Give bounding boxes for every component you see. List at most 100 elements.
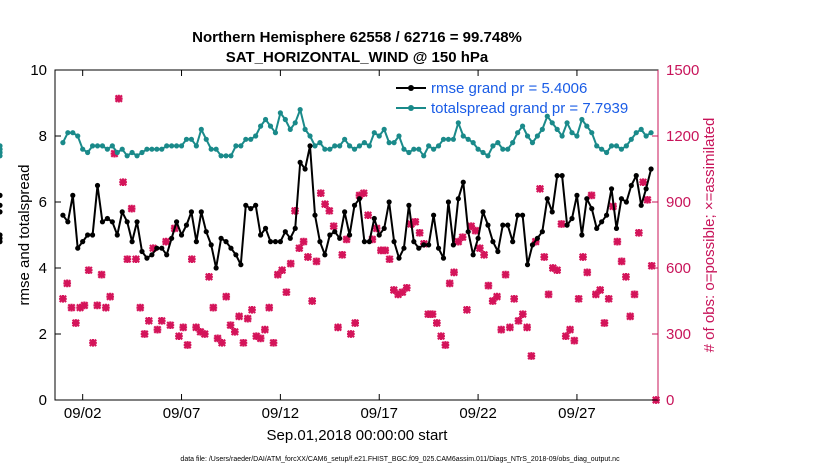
totalspread-point xyxy=(386,140,392,146)
totalspread-point xyxy=(183,136,190,142)
totalspread-point xyxy=(188,136,195,142)
rmse-point xyxy=(440,255,447,261)
totalspread-point xyxy=(297,107,303,113)
rmse-point xyxy=(401,245,407,251)
rmse-point xyxy=(346,232,353,238)
obs-mark xyxy=(591,290,600,299)
totalspread-point xyxy=(258,123,264,129)
rmse-point xyxy=(89,232,96,238)
rmse-point xyxy=(129,239,135,245)
y2-tick-label: 1500 xyxy=(666,62,699,79)
totalspread-point xyxy=(89,143,96,149)
rmse-point xyxy=(124,219,130,225)
obs-mark xyxy=(411,217,420,226)
obs-mark xyxy=(471,226,480,235)
rmse-point xyxy=(411,239,417,245)
rmse-point xyxy=(60,212,66,218)
legend-spread-marker xyxy=(408,105,414,111)
obs-mark xyxy=(441,341,450,349)
obs-mark xyxy=(497,325,506,334)
x-tick-label: 09/07 xyxy=(163,405,201,422)
rmse-point xyxy=(262,225,269,231)
obs-mark xyxy=(239,338,248,347)
rmse-point xyxy=(366,239,372,245)
obs-mark xyxy=(97,270,106,279)
rmse-point xyxy=(564,222,570,228)
x-axis-label: Sep.01,2018 00:00:00 start xyxy=(267,427,449,444)
rmse-point xyxy=(569,215,575,222)
obs-mark xyxy=(402,283,411,292)
obs-mark xyxy=(600,319,609,327)
obs-mark xyxy=(144,316,153,325)
rmse-point xyxy=(267,239,274,245)
obs-mark xyxy=(299,237,308,246)
y-tick-label: 4 xyxy=(39,260,47,277)
obs-mark xyxy=(321,200,330,209)
obs-mark xyxy=(101,303,110,312)
rmse-point xyxy=(500,222,506,228)
rmse-point xyxy=(475,235,481,241)
totalspread-point xyxy=(416,146,422,152)
totalspread-point xyxy=(178,143,185,149)
rmse-point xyxy=(361,239,368,245)
rmse-point xyxy=(490,239,496,245)
obs-mark xyxy=(376,246,385,255)
totalspread-point xyxy=(154,146,160,152)
y-axis-label: rmse and totalspread xyxy=(16,165,33,306)
totalspread-point xyxy=(94,143,101,149)
obs-mark xyxy=(647,261,656,270)
obs-mark xyxy=(119,178,128,187)
obs-mark xyxy=(273,270,282,279)
rmse-point xyxy=(228,245,234,251)
obs-mark xyxy=(157,316,166,325)
obs-mark xyxy=(174,332,183,341)
obs-mark xyxy=(278,266,287,275)
rmse-point xyxy=(302,166,308,172)
obs-mark xyxy=(213,334,222,343)
totalspread-point xyxy=(104,146,110,152)
obs-mark xyxy=(501,270,510,279)
rmse-point xyxy=(193,239,199,245)
totalspread-point xyxy=(114,149,120,156)
obs-mark xyxy=(561,332,570,341)
rmse-point xyxy=(178,232,185,238)
totalspread-point xyxy=(292,120,298,126)
chart-title: Northern Hemisphere 62558 / 62716 = 99.7… xyxy=(192,29,522,46)
totalspread-point xyxy=(346,143,353,149)
obs-mark xyxy=(359,189,368,198)
obs-mark xyxy=(192,323,201,332)
obs-mark xyxy=(368,235,377,244)
x-tick-label: 09/27 xyxy=(558,405,596,422)
totalspread-point xyxy=(371,130,377,136)
plot-area xyxy=(55,70,658,400)
totalspread-point xyxy=(65,130,71,136)
rmse-point xyxy=(258,232,264,238)
rmse-point xyxy=(574,192,580,198)
rmse-point xyxy=(332,229,338,235)
obs-mark xyxy=(200,330,209,338)
obs-mark xyxy=(291,206,299,215)
totalspread-point xyxy=(500,146,506,152)
rmse-point xyxy=(613,225,620,231)
footer-file-path: data file: /Users/raeder/DAI/ATM_forcXX/… xyxy=(180,456,620,463)
totalspread-point xyxy=(594,143,600,149)
obs-mark xyxy=(587,191,596,200)
obs-mark xyxy=(394,290,403,299)
obs-mark xyxy=(308,297,317,305)
obs-mark xyxy=(415,228,424,237)
rmse-point xyxy=(416,245,422,251)
totalspread-point xyxy=(243,136,249,142)
obs-mark xyxy=(205,272,214,281)
y-tick-label: 0 xyxy=(39,392,47,409)
obs-mark xyxy=(505,323,514,332)
obs-mark xyxy=(566,325,575,334)
totalspread-point xyxy=(460,133,466,139)
obs-mark xyxy=(445,279,454,288)
totalspread-point xyxy=(144,146,150,152)
rmse-point xyxy=(594,225,600,231)
totalspread-point xyxy=(213,146,219,152)
obs-mark xyxy=(333,323,342,332)
totalspread-point xyxy=(608,143,615,149)
rmse-point xyxy=(85,232,91,238)
obs-mark xyxy=(613,237,622,246)
